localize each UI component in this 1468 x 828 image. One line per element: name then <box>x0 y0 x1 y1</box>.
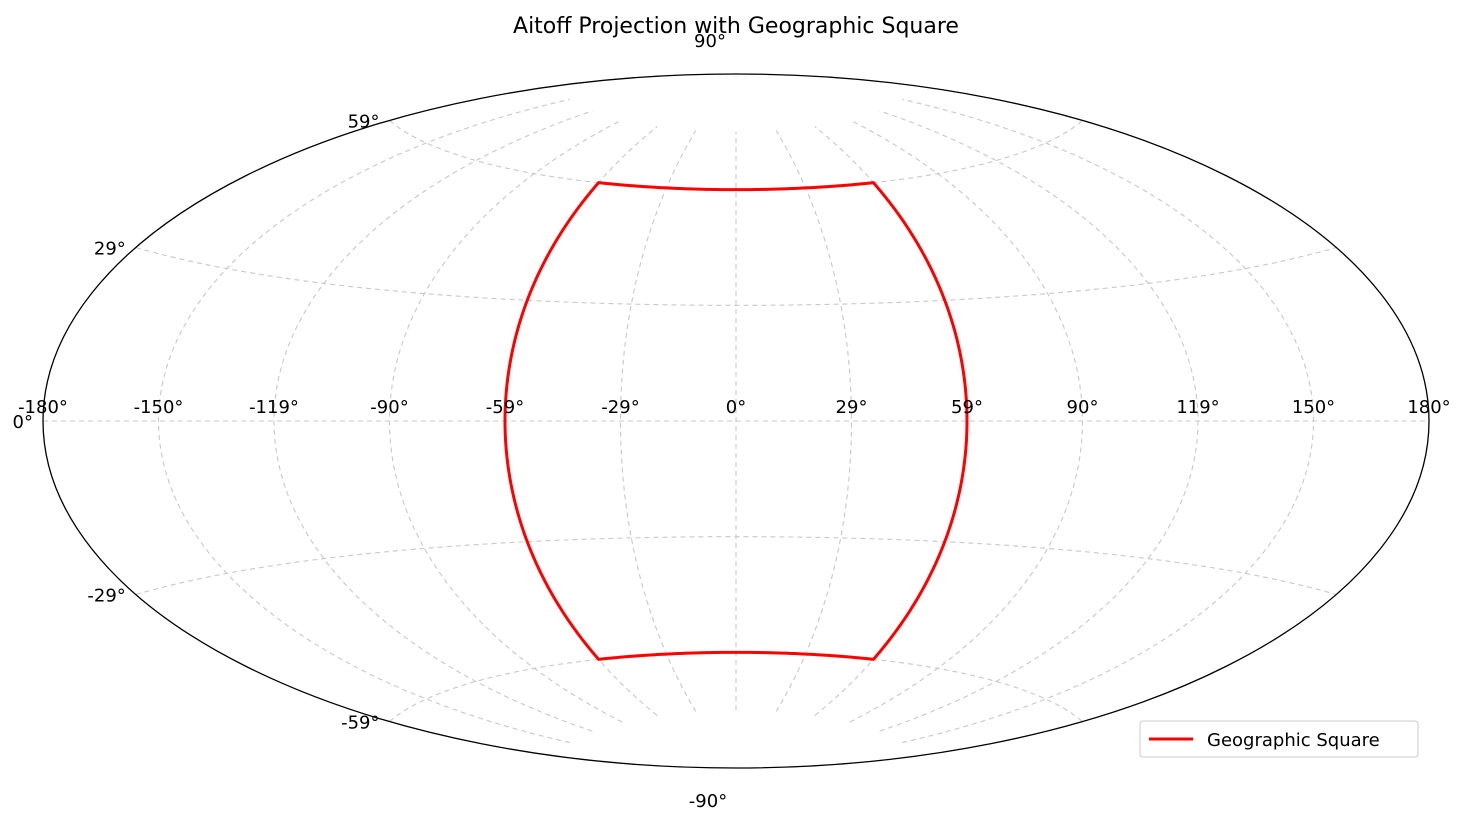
x-tick-label: -29° <box>601 397 639 418</box>
x-tick-label: -119° <box>249 397 299 418</box>
legend-box <box>1139 720 1419 758</box>
y-tick-label: 0° <box>13 412 33 433</box>
parallel-gridline <box>389 120 1083 191</box>
y-tick-label: -29° <box>87 586 125 607</box>
longitude-tick-labels: -180° -150° -119° -90° -59° -29° 0° 29° 59° 90° 11… <box>18 397 1451 418</box>
y-tick-label: 29° <box>94 239 126 260</box>
y-tick-label: -90° <box>689 791 727 812</box>
legend-label-geographic-square: Geographic Square <box>1207 730 1380 751</box>
x-tick-label: -90° <box>370 397 408 418</box>
x-tick-label: 90° <box>1067 397 1099 418</box>
x-tick-label: 119° <box>1176 397 1219 418</box>
meridian-gridline <box>775 130 853 712</box>
parallel-gridline <box>135 246 1337 306</box>
x-tick-label: -180° <box>18 397 68 418</box>
series-line-geographic-square <box>503 181 969 661</box>
latitude-tick-labels: -90° -59° -29° 0° 29° 59° 90° <box>13 31 728 812</box>
graticule <box>43 98 1429 744</box>
legend: Geographic Square <box>1139 720 1419 758</box>
chart-title: Aitoff Projection with Geographic Square <box>513 14 959 39</box>
x-tick-label: 180° <box>1407 397 1450 418</box>
series-layer <box>503 181 969 661</box>
projection-boundary <box>42 73 1430 769</box>
x-tick-label: 150° <box>1292 397 1335 418</box>
y-tick-label: -59° <box>341 713 379 734</box>
x-tick-label: 0° <box>726 397 746 418</box>
parallel-gridline <box>135 536 1337 596</box>
x-tick-label: 29° <box>836 397 868 418</box>
y-tick-label: 59° <box>348 112 380 133</box>
x-tick-label: -59° <box>486 397 524 418</box>
meridian-gridline <box>157 98 570 744</box>
x-tick-label: 59° <box>951 397 983 418</box>
meridian-gridline <box>504 126 658 716</box>
x-tick-label: -150° <box>134 397 184 418</box>
y-tick-label: 90° <box>694 31 726 52</box>
meridian-gridline <box>273 110 593 732</box>
